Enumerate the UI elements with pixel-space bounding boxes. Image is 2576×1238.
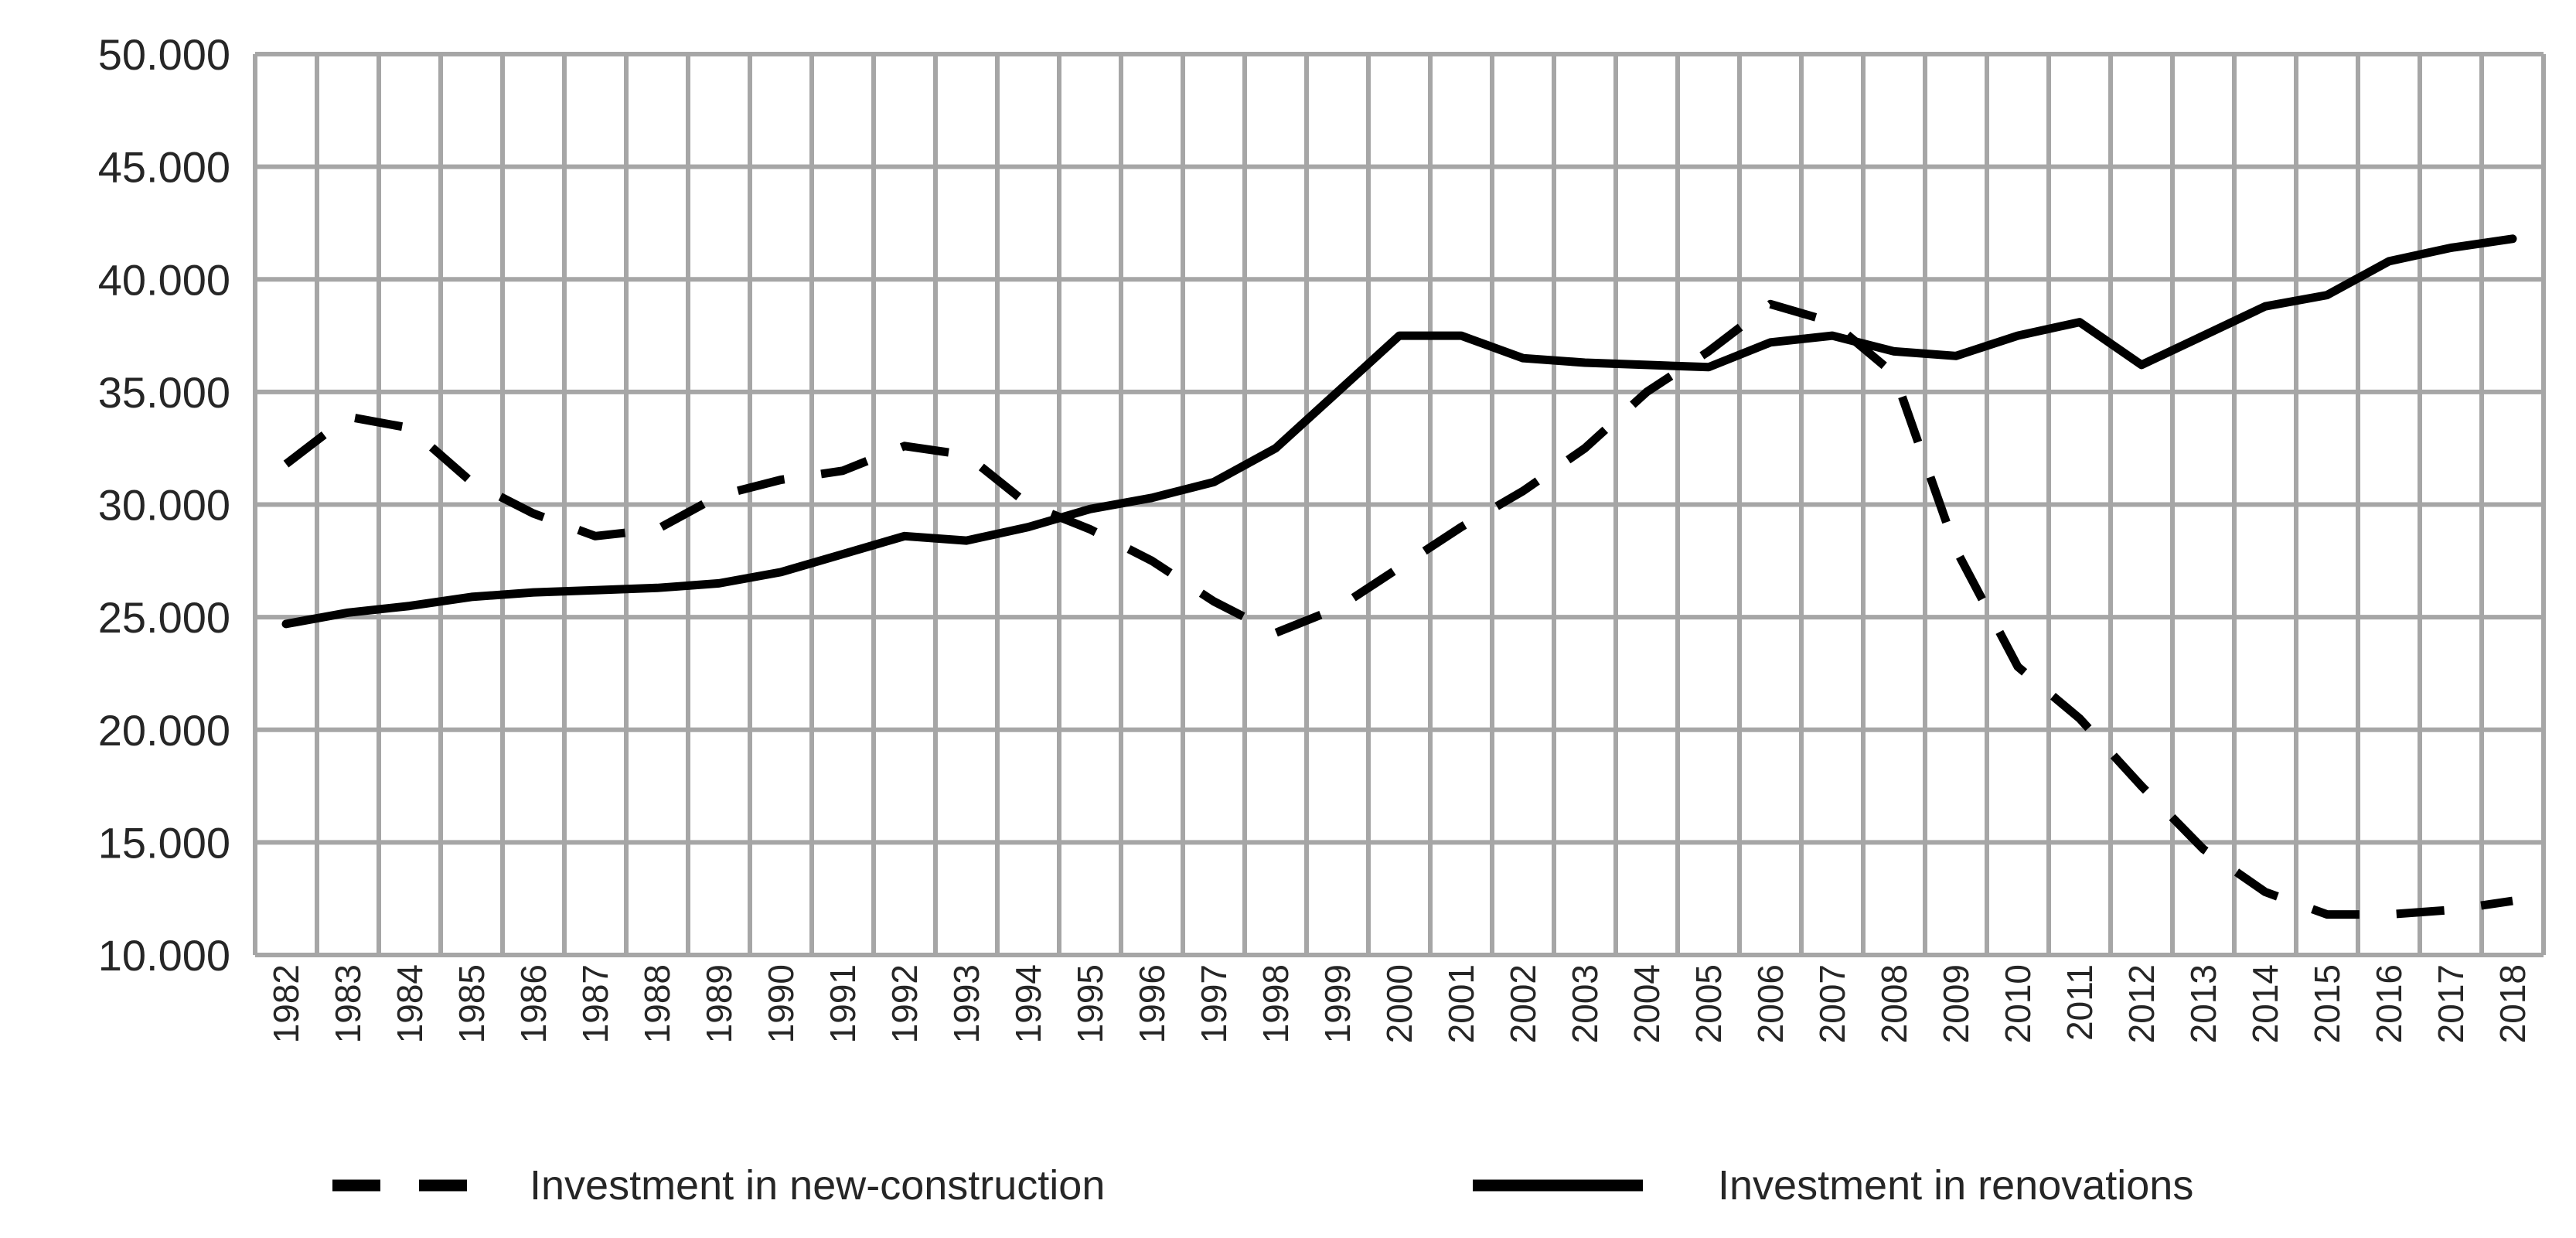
y-tick-label: 15.000 <box>98 818 230 867</box>
series-line-new-construction <box>283 299 2513 919</box>
x-tick-label: 2018 <box>2493 964 2533 1043</box>
y-tick-label: 25.000 <box>98 593 230 642</box>
y-axis-ticks: 10.000 15.000 20.000 25.000 30.000 35.000 40.0… <box>98 30 230 980</box>
x-tick-label: 2006 <box>1750 964 1791 1043</box>
legend-label-renovations: Investment in renovations <box>1718 1162 2193 1209</box>
x-tick-label: 1999 <box>1317 964 1358 1043</box>
legend-item-new-construction: Investment in new-construction <box>332 1162 1105 1209</box>
x-tick-label: 2001 <box>1441 964 1481 1043</box>
x-tick-label: 1985 <box>451 964 492 1043</box>
y-tick-label: 50.000 <box>98 30 230 79</box>
x-axis-ticks: 1982 1983 1984 1985 1986 1987 1988 1989 1990 1991… <box>266 964 2533 1043</box>
legend-item-renovations: Investment in renovations <box>1473 1162 2193 1209</box>
legend-label-new-construction: Investment in new-construction <box>530 1162 1105 1209</box>
gridlines <box>253 52 2546 957</box>
x-tick-label: 1986 <box>513 964 554 1043</box>
x-tick-label: 2000 <box>1379 964 1419 1043</box>
x-tick-label: 2012 <box>2121 964 2162 1043</box>
x-tick-label: 2005 <box>1688 964 1729 1043</box>
y-tick-label: 20.000 <box>98 706 230 755</box>
x-tick-label: 2017 <box>2431 964 2471 1043</box>
x-tick-label: 1982 <box>266 964 306 1043</box>
x-tick-label: 1993 <box>946 964 986 1043</box>
y-tick-label: 35.000 <box>98 368 230 417</box>
x-tick-label: 1997 <box>1194 964 1234 1043</box>
x-tick-label: 2007 <box>1812 964 1852 1043</box>
x-tick-label: 2010 <box>1998 964 2038 1043</box>
x-tick-label: 1995 <box>1070 964 1110 1043</box>
legend: Investment in new-construction Investmen… <box>332 1162 2193 1209</box>
x-tick-label: 1987 <box>575 964 615 1043</box>
x-tick-label: 2016 <box>2369 964 2409 1043</box>
x-tick-label: 2004 <box>1627 964 1667 1043</box>
x-tick-label: 2013 <box>2183 964 2223 1043</box>
y-tick-label: 45.000 <box>98 143 230 192</box>
x-tick-label: 1984 <box>390 964 430 1043</box>
series-line-renovations <box>281 234 2517 629</box>
y-tick-label: 40.000 <box>98 255 230 304</box>
x-tick-label: 2002 <box>1503 964 1543 1043</box>
x-tick-label: 1994 <box>1008 964 1048 1043</box>
x-tick-label: 1983 <box>328 964 368 1043</box>
x-tick-label: 1989 <box>699 964 739 1043</box>
x-tick-label: 1990 <box>761 964 801 1043</box>
x-tick-label: 2015 <box>2307 964 2347 1043</box>
x-tick-label: 2009 <box>1936 964 1976 1043</box>
y-tick-label: 10.000 <box>98 931 230 980</box>
x-tick-label: 2011 <box>2060 964 2100 1041</box>
x-tick-label: 1998 <box>1256 964 1296 1043</box>
x-tick-label: 2003 <box>1565 964 1605 1043</box>
x-tick-label: 1996 <box>1132 964 1172 1043</box>
x-tick-label: 1991 <box>823 964 863 1043</box>
x-tick-label: 1992 <box>884 964 925 1043</box>
series-lines <box>281 234 2517 919</box>
x-tick-label: 1988 <box>637 964 677 1043</box>
y-tick-label: 30.000 <box>98 481 230 530</box>
x-tick-label: 2014 <box>2245 964 2285 1043</box>
x-tick-label: 2008 <box>1874 964 1914 1043</box>
